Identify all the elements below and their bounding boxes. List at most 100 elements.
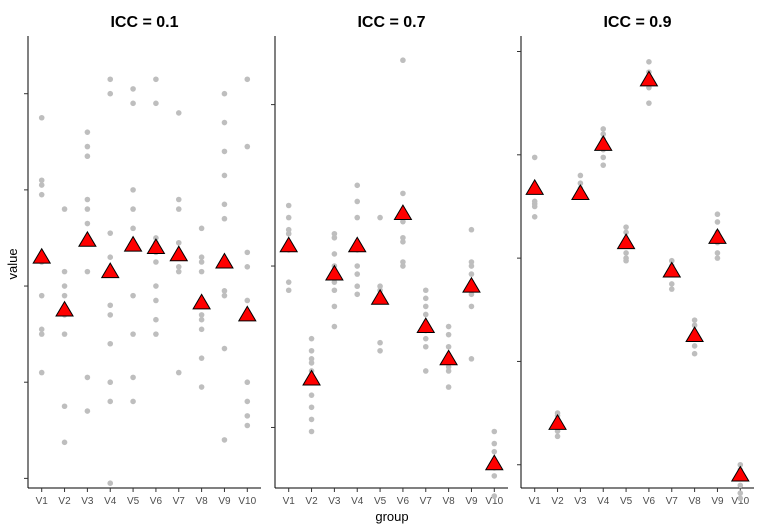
mean-marker [55, 300, 74, 317]
raw-point [107, 76, 114, 83]
raw-point [153, 283, 159, 289]
raw-point [668, 286, 675, 292]
panel-1: ICC = 0.1 V1 V2 V3 V4 V5 V6 V7 V8 V9 V10 [24, 14, 261, 507]
raw-point [38, 369, 45, 376]
raw-point [175, 239, 182, 246]
raw-point [221, 215, 228, 222]
x-tick-label: V2 [58, 496, 71, 507]
raw-point [354, 271, 361, 277]
raw-point [445, 323, 452, 330]
raw-point [468, 226, 475, 233]
raw-point [331, 251, 338, 257]
x-tick-label: V8 [442, 496, 455, 507]
x-tick-label: V8 [688, 496, 701, 507]
raw-point [61, 331, 68, 337]
raw-point [377, 347, 383, 354]
raw-point [354, 291, 361, 298]
raw-point [400, 263, 406, 269]
x-tick-label: V6 [643, 496, 656, 507]
x-tick-label: V3 [574, 496, 587, 507]
raw-point [175, 206, 182, 212]
raw-point [331, 279, 338, 285]
mean-marker [215, 252, 234, 269]
x-tick-label: V4 [351, 496, 364, 507]
mean-marker [169, 245, 189, 262]
raw-point [130, 86, 136, 92]
raw-point [331, 230, 338, 237]
raw-point [668, 281, 675, 287]
raw-point [198, 225, 205, 232]
raw-point [285, 287, 292, 294]
raw-point [84, 153, 91, 160]
raw-point [600, 154, 607, 161]
x-tick-label: V10 [238, 496, 256, 507]
raw-point [244, 413, 251, 419]
raw-point [198, 355, 205, 361]
raw-point [153, 100, 159, 107]
raw-point [130, 187, 136, 193]
raw-point [244, 297, 251, 304]
raw-point [691, 317, 698, 323]
raw-point [38, 114, 45, 121]
raw-point [308, 416, 315, 423]
raw-point [468, 263, 475, 269]
raw-point [377, 339, 383, 346]
x-tick-label: V1 [283, 496, 296, 507]
raw-point [400, 218, 406, 225]
raw-point [244, 379, 251, 386]
raw-point [84, 374, 91, 381]
x-tick-label: V7 [420, 496, 433, 507]
raw-point [445, 368, 452, 374]
raw-point [153, 297, 159, 304]
mean-marker [32, 247, 52, 264]
raw-point [153, 316, 159, 323]
raw-point [308, 360, 315, 366]
raw-point [331, 234, 338, 241]
raw-point [491, 473, 498, 479]
raw-point [107, 302, 114, 309]
raw-point [354, 263, 361, 269]
raw-point [308, 392, 315, 398]
raw-point [221, 345, 228, 352]
raw-point [175, 264, 182, 270]
raw-point [531, 154, 538, 161]
raw-point [714, 255, 721, 261]
raw-point [623, 229, 629, 236]
raw-point [61, 268, 68, 275]
raw-point [491, 493, 498, 499]
raw-point [531, 203, 538, 210]
raw-point [422, 311, 429, 318]
raw-point [623, 224, 629, 230]
raw-point [737, 495, 744, 502]
x-tick-label: V2 [551, 496, 564, 507]
x-tick-label: V2 [305, 496, 318, 507]
raw-point [308, 356, 315, 362]
raw-point [468, 259, 475, 265]
x-tick-label: V3 [328, 496, 341, 507]
raw-point [130, 331, 136, 337]
x-tick-label: V4 [597, 496, 610, 507]
raw-point [130, 225, 136, 232]
raw-point [130, 206, 136, 212]
x-tick-label: V9 [465, 496, 478, 507]
raw-point [38, 292, 45, 299]
raw-point [84, 268, 91, 275]
raw-point [244, 76, 251, 83]
raw-point [285, 214, 292, 221]
raw-point [445, 364, 452, 370]
raw-point [577, 172, 584, 179]
mean-marker [370, 288, 390, 305]
raw-point [130, 374, 136, 381]
raw-point [400, 259, 406, 265]
raw-point [714, 250, 721, 256]
raw-point [285, 279, 292, 285]
x-tick-label: V6 [397, 496, 410, 507]
raw-point [400, 239, 406, 245]
x-tick-label: V7 [666, 496, 679, 507]
raw-point [61, 283, 68, 289]
raw-point [84, 206, 91, 212]
raw-point [422, 295, 429, 302]
raw-point [531, 214, 538, 220]
raw-point [175, 268, 182, 275]
raw-point [175, 196, 182, 203]
